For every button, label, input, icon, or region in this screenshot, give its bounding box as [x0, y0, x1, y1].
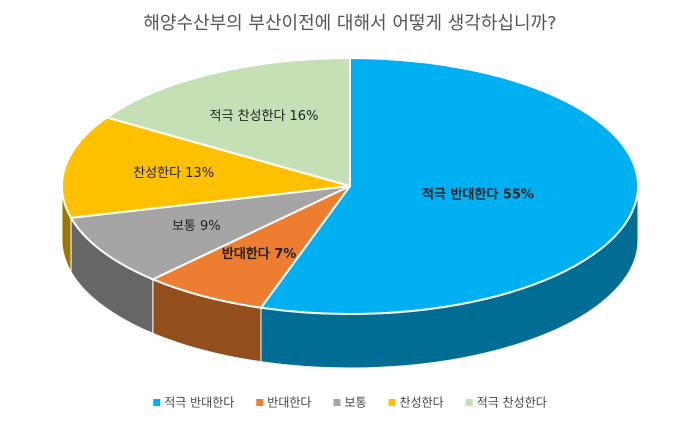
slice: [259, 56, 639, 315]
legend-label: 반대한다: [267, 396, 311, 410]
legend-swatch: [333, 399, 341, 406]
data-label: 보통 9%: [172, 219, 221, 234]
legend: 적극 반대한다 반대한다 보통 찬성한다 적극 찬성한다: [153, 395, 547, 410]
slice: [69, 185, 351, 281]
legend-label: 찬성한다: [400, 395, 444, 410]
chart-title: 해양수산부의 부산이전에 대해서 어떻게 생각하십니까?: [143, 13, 556, 34]
slice: [104, 56, 351, 188]
legend-swatch: [153, 399, 161, 406]
legend-swatch: [388, 399, 396, 406]
legend-label: 적극 반대한다: [164, 396, 234, 410]
legend-swatch: [465, 399, 473, 406]
slice: [61, 116, 351, 219]
data-label: 반대한다 7%: [222, 246, 296, 262]
slice: [150, 185, 351, 309]
legend-label: 적극 찬성한다: [477, 395, 547, 410]
data-label: 찬성한다 13%: [133, 166, 214, 181]
legend-swatch: [256, 399, 264, 406]
data-label: 적극 찬성한다 16%: [210, 109, 319, 124]
legend-label: 보통: [344, 396, 366, 410]
data-label: 적극 반대한다 55%: [422, 187, 534, 203]
